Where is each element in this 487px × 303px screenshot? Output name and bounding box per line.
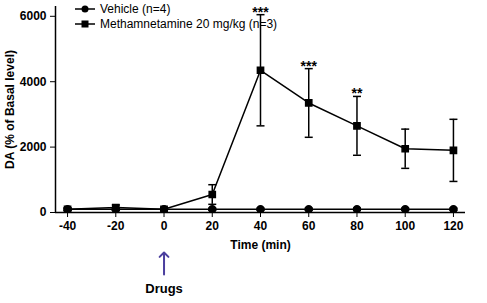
svg-text:Time (min): Time (min): [230, 238, 290, 252]
svg-text:Drugs: Drugs: [145, 281, 183, 296]
svg-text:40: 40: [254, 219, 268, 233]
html-text:Methamnetamine 20 mg/kg (n=3): Methamnetamine 20 mg/kg (n=3): [100, 17, 278, 31]
svg-text:80: 80: [350, 219, 364, 233]
svg-text:6000: 6000: [20, 9, 47, 23]
svg-text:DA (% of Basal level): DA (% of Basal level): [3, 50, 17, 169]
svg-text:120: 120: [443, 219, 463, 233]
svg-text:0: 0: [40, 205, 47, 219]
html-text:Vehicle (n=4): Vehicle (n=4): [100, 2, 171, 16]
svg-text:20: 20: [206, 219, 220, 233]
svg-text:100: 100: [395, 219, 415, 233]
svg-text:60: 60: [302, 219, 316, 233]
svg-text:***: ***: [301, 58, 318, 74]
svg-text:**: **: [352, 85, 363, 101]
svg-text:-20: -20: [107, 219, 125, 233]
svg-text:4000: 4000: [20, 75, 47, 89]
svg-text:0: 0: [161, 219, 168, 233]
svg-text:-40: -40: [59, 219, 77, 233]
svg-text:2000: 2000: [20, 140, 47, 154]
